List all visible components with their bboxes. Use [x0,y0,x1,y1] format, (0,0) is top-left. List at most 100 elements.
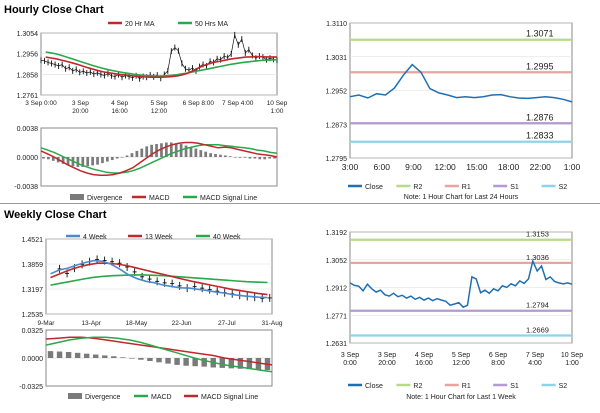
hourly-price-xtick: 3 Sep [72,100,89,107]
hourly-macd-divergence-bar [91,157,94,166]
weekly-pivot-legend-s2-label: S2 [559,383,568,390]
weekly-macd-divergence-bar [111,356,117,358]
hourly-pivot-xtick: 9:00 [405,162,422,172]
hourly-macd-divergence-bar [155,144,158,157]
weekly-macd-divergence-bar [56,351,63,358]
weekly-pivot-ytick: 1.3192 [326,230,348,237]
hourly-macd-divergence-bar [61,157,65,164]
weekly-price-ytick: 1.3859 [22,262,44,269]
hourly-macd-divergence-bar [233,157,237,158]
weekly-price-xtick: 22-Jun [172,320,192,327]
weekly-macd-divergence-bar [201,358,207,367]
hourly-macd-divergence-bar [238,157,242,158]
weekly-macd-divergence-bar [156,358,162,363]
weekly-pivot-level-label-s1: 1.2794 [526,301,549,310]
hourly-macd-signal-line [40,144,278,174]
hourly-pivot-legend-s2-label: S2 [559,184,568,191]
weekly-pivot-level-label-r1: 1.3036 [526,253,549,262]
hourly-macd-divergence-bar [66,157,70,166]
weekly-legend-divergence-swatch [68,393,82,399]
hourly-pivot-note: Note: 1 Hour Chart for Last 24 Hours [404,194,519,201]
hourly-ma20-line [45,55,278,78]
weekly-macd-divergence-bar [255,358,262,370]
weekly-pivot-xtick: 5 Sep [452,352,470,359]
hourly-macd-divergence-bar [273,157,276,159]
hourly-legend-divergence-label: Divergence [87,195,123,202]
hourly-macd-divergence-bar [184,145,188,157]
weekly-macd-divergence-bar [228,358,235,369]
hourly-pivot-ytick: 1.2873 [326,122,348,129]
hourly-macd-divergence-bar [125,155,129,157]
hourly-pivot-legend-s1-label: S1 [510,184,519,191]
weekly-macd-divergence-bar [174,358,180,365]
hourly-macd-divergence-bar [268,157,271,159]
weekly-pivot-xtick: 6 Sep [489,352,507,359]
hourly-pivot-xtick: 15:00 [466,162,488,172]
weekly-price-ytick: 1.3197 [22,287,44,294]
weekly-macd-divergence-bar [129,358,135,359]
weekly-macd-divergence-bar [120,357,126,358]
hourly-macd-divergence-bar [145,146,149,157]
hourly-ma50-line [45,51,278,77]
hourly-pivot-xtick: 22:00 [530,162,552,172]
hourly-price-xtick: 20:00 [72,108,89,115]
weekly-macd-divergence-bar [219,358,225,368]
hourly-macd-divergence-bar [214,153,217,157]
weekly-pivot-xtick: 20:00 [378,360,396,367]
hourly-macd-divergence-bar [169,142,173,157]
hourly-price-xtick: 3 Sep 0:00 [25,100,57,107]
weekly-macd-line [45,336,273,373]
weekly-macd-ytick: 0.0325 [22,328,44,335]
hourly-price-xtick: 6 Sep 8:00 [183,100,215,107]
weekly-macd-divergence-bar [183,358,189,366]
hourly-price-xtick: 10 Sep [267,100,288,107]
weekly-pivot-xtick: 10 Sep [561,352,583,359]
hourly-macd-divergence-bar [219,154,222,157]
hourly-macd-divergence-bar [263,157,267,160]
weekly-section-title: Weekly Close Chart [4,209,107,221]
hourly-pivot-ytick: 1.3110 [326,21,347,28]
hourly-pivot-level-label-s2: 1.2833 [526,131,554,141]
weekly-price-xtick: 31-Aug [262,320,283,327]
hourly-macd-ytick: 0.0038 [17,126,39,133]
hourly-pivot-ytick: 1.3031 [326,55,348,62]
hourly-pivot-xtick: 12:00 [435,162,457,172]
hourly-macd-divergence-bar [42,157,45,159]
weekly-pivot-ytick: 1.2912 [326,286,348,293]
hourly-pivot-xtick: 6:00 [373,162,390,172]
weekly-price-frame [45,238,273,315]
weekly-macd-divergence-bar [47,351,54,358]
hourly-macd-divergence-bar [96,157,99,165]
weekly-pivot-ytick: 1.2771 [326,313,348,320]
hourly-macd-ytick: -0.0038 [14,184,38,191]
hourly-pivot-legend-r1-label: R1 [462,184,471,191]
weekly-price-xtick: 18-May [126,320,148,327]
weekly-macd-divergence-bar [192,358,198,367]
hourly-price-ytick: 1.3054 [17,31,39,38]
hourly-macd-divergence-bar [130,153,134,157]
weekly-price-ytick: 1.2535 [22,312,44,319]
weekly-pivot-close-line [349,258,573,309]
hourly-pivot-level-label-r1: 1.2995 [526,61,554,71]
weekly-macd-divergence-bar [237,358,244,369]
weekly-pivot-xtick: 8:00 [491,360,505,367]
hourly-legend-20hr-ma-label: 20 Hr MA [125,21,155,28]
hourly-macd-divergence-bar [81,157,85,167]
hourly-macd-divergence-bar [189,147,193,157]
hourly-macd-divergence-bar [76,157,80,167]
hourly-pivot-ytick: 1.2952 [326,89,348,96]
hourly-price-xtick: 7 Sep 4:00 [222,100,254,107]
weekly-legend-divergence-label: Divergence [85,394,121,401]
weekly-price-ytick: 1.4521 [22,237,44,244]
weekly-pivot-ytick: 1.3052 [326,258,348,265]
hourly-legend-macd-label: MACD [149,195,170,202]
weekly-macd-divergence-bar [74,352,81,358]
hourly-pivot-legend-close-label: Close [365,184,383,191]
hourly-section-title: Hourly Close Chart [4,4,104,16]
hourly-macd-divergence-bar [106,157,109,162]
hourly-pivot-level-label-r2: 1.3071 [526,29,554,39]
hourly-pivot-xtick: 18:00 [498,162,520,172]
weekly-pivot-xtick: 0:00 [343,360,357,367]
hourly-macd-divergence-bar [47,157,50,160]
hourly-macd-divergence-bar [86,157,90,167]
